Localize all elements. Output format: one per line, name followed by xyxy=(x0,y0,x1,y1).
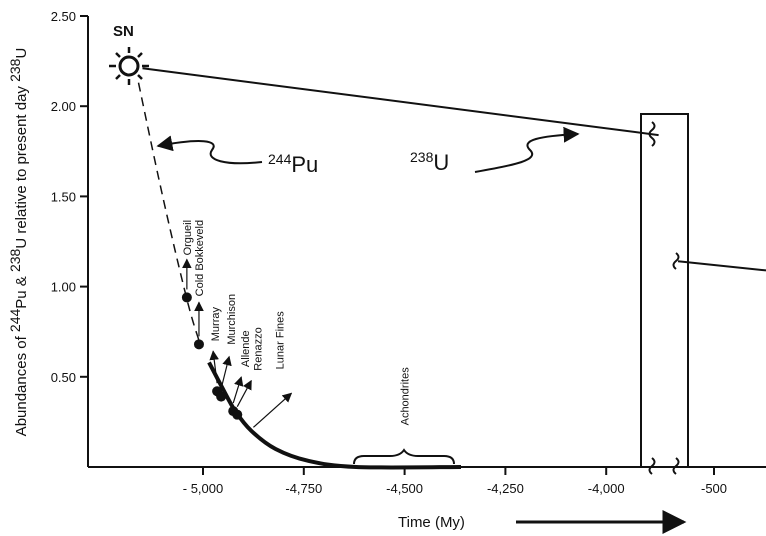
sample-label: Orgueil xyxy=(182,220,194,255)
y-tick-label: 2.50 xyxy=(51,9,76,24)
y-tick-label: 0.50 xyxy=(51,370,76,385)
y-axis-title: Abundances of 244Pu & 238U relative to p… xyxy=(7,48,30,437)
sample-markers: Orgueil Cold Bokkeveld Murray MurchisonAlle… xyxy=(181,220,412,428)
achondrites-brace xyxy=(353,448,455,465)
sample-dot xyxy=(232,409,243,420)
x-tick-label: -4,000 xyxy=(588,481,625,496)
sample-label: Allende xyxy=(240,330,252,367)
sample-dot xyxy=(193,339,204,350)
series-u238-line xyxy=(142,67,659,137)
x-axis-title: Time (My) xyxy=(398,514,465,531)
sample-label: Murray xyxy=(210,307,222,342)
sample-label: Lunar Fines xyxy=(274,311,286,370)
x-tick-label: - 5,000 xyxy=(183,481,223,496)
break-squiggle-u238-right xyxy=(672,252,680,270)
x-ticks: - 5,000 -4,750 -4,500 -4,250 -4,000 -500 xyxy=(183,467,727,496)
sample-arrow xyxy=(236,379,252,407)
sample-arrow xyxy=(209,350,219,384)
sample-dot xyxy=(216,391,227,402)
series-u238-line-after-break xyxy=(677,260,766,272)
sample-arrow xyxy=(220,355,232,389)
x-tick-label: -4,750 xyxy=(285,481,322,496)
y-tick-label: 2.00 xyxy=(51,99,76,114)
u238-pointer xyxy=(474,126,580,173)
sample-label: Murchison xyxy=(226,294,238,345)
sn-label: SN xyxy=(113,23,134,40)
time-break-box xyxy=(640,113,689,468)
break-squiggle-axis-left xyxy=(648,457,656,475)
y-tick-label: 1.50 xyxy=(51,189,76,204)
sample-arrow xyxy=(232,376,244,404)
x-tick-label: -4,250 xyxy=(487,481,524,496)
y-tick-label: 1.00 xyxy=(51,280,76,295)
sample-dot xyxy=(181,292,192,303)
sample-label: Cold Bokkeveld xyxy=(194,220,206,296)
supernova-sun-icon xyxy=(109,47,149,85)
x-tick-label: -4,500 xyxy=(386,481,423,496)
series-pu244-dashed xyxy=(137,82,200,341)
sample-arrow xyxy=(252,392,293,428)
x-tick-label: -500 xyxy=(701,481,727,496)
y-ticks: 0.50 1.00 1.50 2.00 2.50 xyxy=(51,9,88,385)
sample-label: Renazzo xyxy=(252,327,264,370)
pu244-pointer xyxy=(156,135,263,165)
u238-label: 238U xyxy=(410,149,449,175)
series-pu244-solid xyxy=(207,361,462,470)
pu244-label: 244Pu xyxy=(268,151,318,177)
break-squiggle-axis-right xyxy=(672,457,680,475)
sample-label: Achondrites xyxy=(400,367,412,426)
